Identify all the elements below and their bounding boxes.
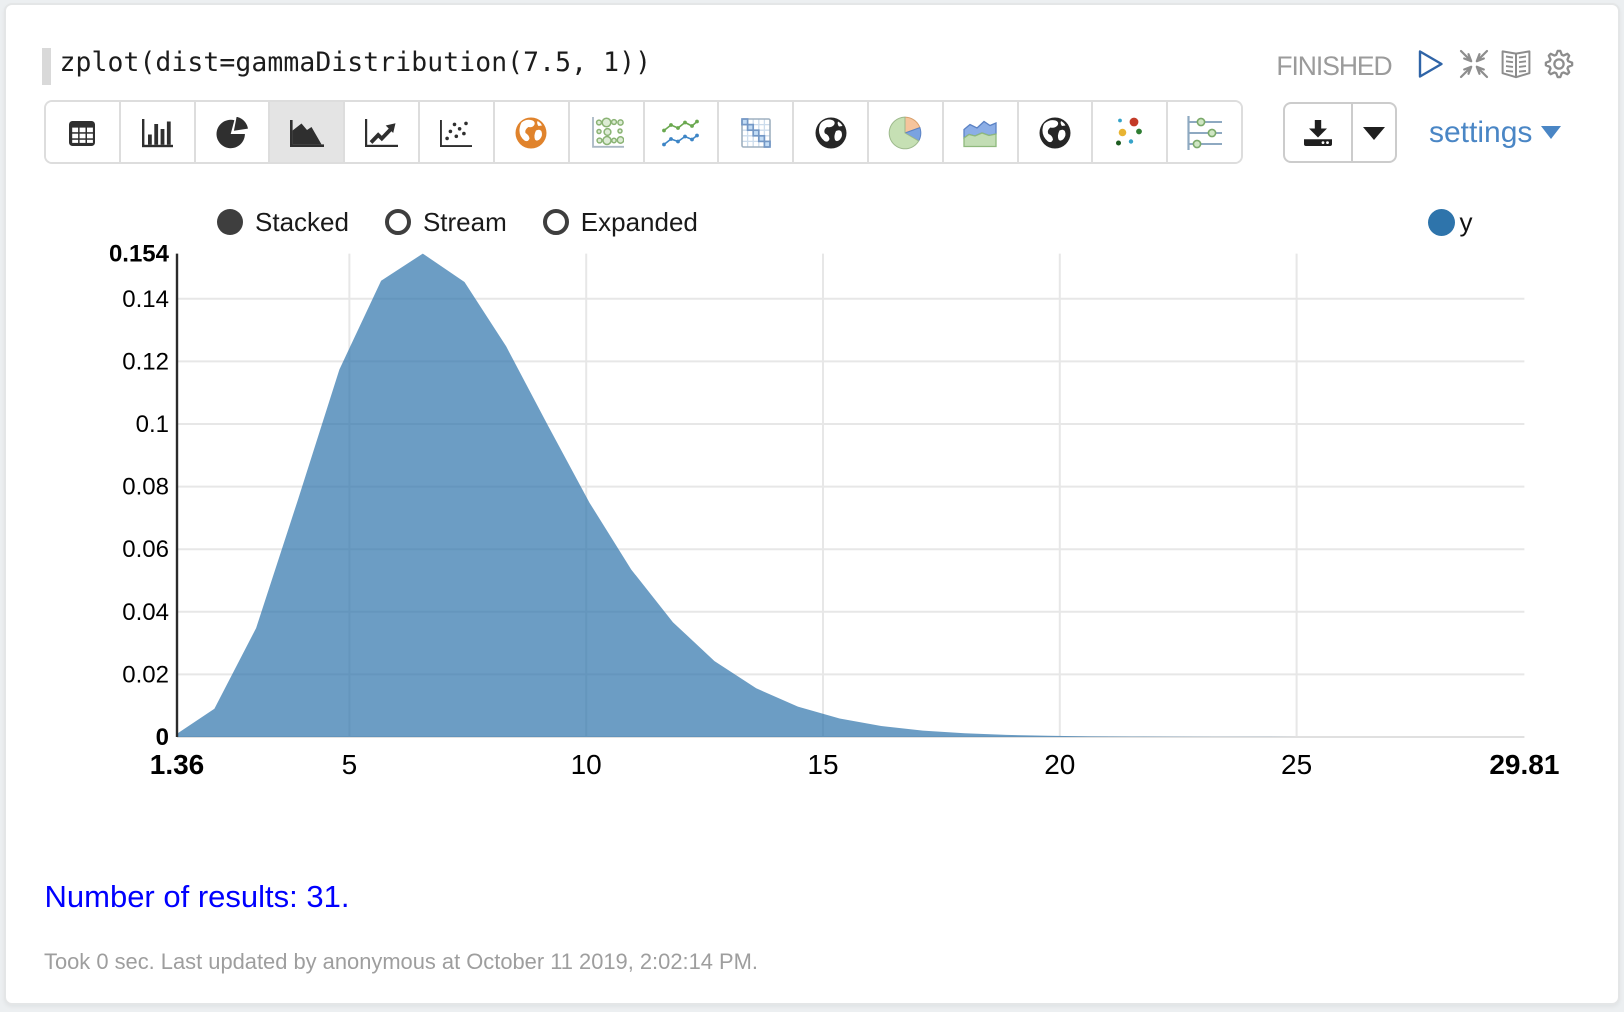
globe-dark2-icon <box>1038 116 1072 155</box>
y-tick-label: 0.12 <box>122 348 169 375</box>
radio-unselected-icon <box>384 209 411 235</box>
chart-type-button-heatmap-chart[interactable] <box>719 102 795 162</box>
chart-type-button-pie-color[interactable] <box>868 102 944 162</box>
download-icon <box>1304 114 1332 151</box>
pie-colored-icon <box>887 115 923 156</box>
area-chart-icon <box>289 118 325 153</box>
chart-type-button-map-orange[interactable] <box>494 102 570 162</box>
chart-type-button-bubble-chart[interactable] <box>569 102 645 162</box>
settings-link[interactable]: settings <box>1429 102 1562 163</box>
run-icon[interactable] <box>1410 47 1453 81</box>
paragraph-card: zplot(dist=gammaDistribution(7.5, 1)) FI… <box>4 3 1620 1005</box>
caret-down-icon <box>1363 121 1385 145</box>
y-tick-label: 0.08 <box>122 474 169 501</box>
mode-option-stacked[interactable]: Stacked <box>217 207 349 238</box>
x-tick-label: 5 <box>342 749 358 780</box>
chart-type-button-map-dark-2[interactable] <box>1018 102 1094 162</box>
chart-type-button-range-chart[interactable] <box>1168 102 1241 162</box>
settings-label: settings <box>1429 115 1533 149</box>
y-tick-label: 0.14 <box>122 286 169 313</box>
table-icon <box>68 120 96 152</box>
radio-unselected-icon <box>542 209 569 235</box>
x-tick-label: 20 <box>1044 749 1075 780</box>
y-tick-label: 0 <box>156 724 169 751</box>
range-sliders-icon <box>1186 116 1224 155</box>
legend-swatch <box>1427 208 1455 236</box>
multi-line-icon <box>662 118 700 153</box>
chart-type-toolbar <box>44 100 1243 164</box>
y-tick-label: 0.06 <box>122 536 169 563</box>
chart-type-button-scatter-color[interactable] <box>1093 102 1169 162</box>
radio-selected-icon <box>217 209 243 235</box>
code-editor-text[interactable]: zplot(dist=gammaDistribution(7.5, 1)) <box>59 46 652 78</box>
line-chart-icon <box>364 118 399 153</box>
chart-legend[interactable]: y <box>1427 206 1473 238</box>
pie-chart-icon <box>216 116 249 154</box>
y-tick-label: 0.154 <box>109 243 170 268</box>
shrink-paragraph-icon[interactable] <box>1452 47 1495 81</box>
y-axis-labels: 0.02 0.04 0.06 0.08 0.1 0.12 0.14 0 0.154 <box>109 243 170 751</box>
bubble-grid-icon <box>589 116 625 155</box>
area-mode-options: Stacked Stream Expanded <box>217 207 734 238</box>
show-editor-icon[interactable] <box>1495 47 1538 81</box>
y-tick-label: 0.02 <box>122 661 169 688</box>
x-tick-label: 1.36 <box>150 749 205 780</box>
download-button[interactable] <box>1285 104 1353 161</box>
download-button-group <box>1283 102 1397 163</box>
mode-option-stream[interactable]: Stream <box>384 206 507 238</box>
x-tick-label: 29.81 <box>1489 749 1559 780</box>
mode-option-label: Stream <box>422 206 507 237</box>
code-gutter-bar <box>42 47 51 86</box>
legend-series-label: y <box>1459 206 1473 237</box>
heatmap-grid-icon <box>740 117 772 154</box>
paragraph-footer-text: Took 0 sec. Last updated by anonymous at… <box>44 948 758 974</box>
area-chart[interactable]: 0.02 0.04 0.06 0.08 0.1 0.12 0.14 0 0.154 5 10 15 20… <box>4 243 1620 803</box>
area-colored-icon <box>962 117 998 155</box>
caret-down-icon <box>1541 126 1562 139</box>
bar-chart-icon <box>141 118 174 153</box>
chart-type-button-pie-chart[interactable] <box>195 102 271 162</box>
mode-option-label: Expanded <box>580 206 698 237</box>
chart-type-button-bar-chart[interactable] <box>120 102 196 162</box>
chart-type-button-area-color[interactable] <box>943 102 1019 162</box>
chart-type-button-scatter-chart[interactable] <box>420 102 495 162</box>
paragraph-status-row: FINISHED <box>1276 46 1580 82</box>
chart-type-button-multi-line-chart[interactable] <box>644 102 720 162</box>
x-tick-label: 10 <box>571 749 602 780</box>
status-badge: FINISHED <box>1276 50 1392 81</box>
mode-option-expanded[interactable]: Expanded <box>542 206 698 238</box>
scatter-colored-icon <box>1114 116 1146 155</box>
download-caret-button[interactable] <box>1353 104 1395 161</box>
paragraph-settings-icon[interactable] <box>1537 47 1580 81</box>
x-axis-labels: 5 10 15 20 25 1.36 29.81 <box>150 749 1560 780</box>
chart-type-button-map-dark-1[interactable] <box>794 102 869 162</box>
chart-type-button-table[interactable] <box>46 102 121 162</box>
area-series-y[interactable] <box>177 253 1525 737</box>
chart-type-button-area-chart[interactable] <box>270 102 346 162</box>
globe-dark-icon <box>814 116 848 155</box>
globe-orange-icon <box>514 116 548 155</box>
y-tick-label: 0.1 <box>136 411 169 438</box>
scatter-chart-icon <box>439 118 473 153</box>
x-tick-label: 15 <box>807 749 838 780</box>
y-tick-label: 0.04 <box>122 599 169 626</box>
x-tick-label: 25 <box>1281 749 1312 780</box>
mode-option-label: Stacked <box>255 206 349 237</box>
result-summary-text: Number of results: 31. <box>44 879 350 914</box>
chart-type-button-line-chart[interactable] <box>345 102 421 162</box>
